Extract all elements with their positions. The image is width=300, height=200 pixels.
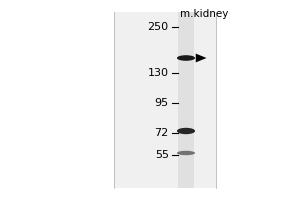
Text: 55: 55	[155, 150, 169, 160]
Text: m.kidney: m.kidney	[180, 9, 228, 19]
Text: 250: 250	[148, 22, 169, 32]
Text: 72: 72	[154, 128, 169, 138]
Bar	[114, 12, 216, 188]
Ellipse shape	[177, 128, 195, 134]
Bar	[178, 12, 194, 188]
Text: 95: 95	[154, 98, 169, 108]
Text: 130: 130	[148, 68, 169, 78]
Polygon shape	[196, 54, 207, 62]
Ellipse shape	[177, 151, 195, 155]
Ellipse shape	[177, 55, 195, 61]
